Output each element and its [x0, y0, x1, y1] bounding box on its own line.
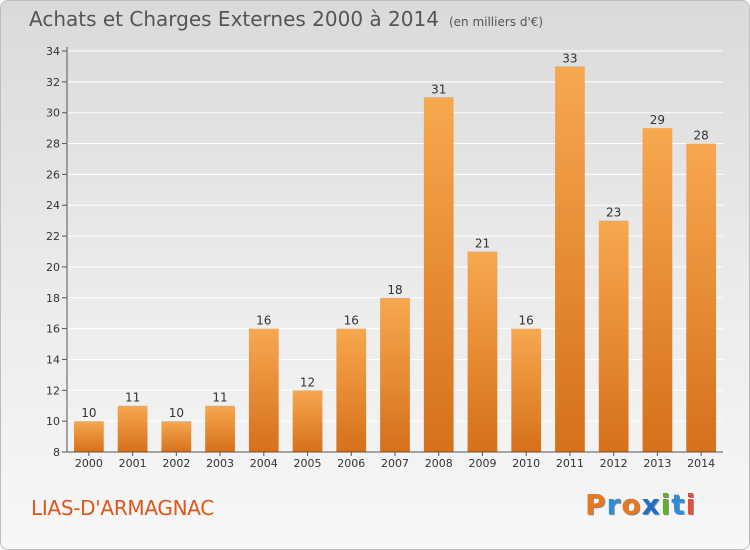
- x-tick-label: 2003: [206, 457, 234, 470]
- data-label: 21: [475, 237, 490, 251]
- data-label: 33: [562, 51, 577, 65]
- logo-letter: x: [641, 488, 661, 521]
- bar-2010: [511, 328, 542, 452]
- y-tick-label: 28: [46, 138, 60, 151]
- data-label: 23: [606, 206, 621, 220]
- x-tick-label: 2012: [600, 457, 628, 470]
- bar-2003: [205, 405, 235, 452]
- data-label: 28: [693, 129, 708, 143]
- y-tick-label: 18: [46, 292, 60, 305]
- y-tick-label: 8: [53, 446, 60, 459]
- title-unit: (en milliers d'€): [448, 15, 544, 29]
- city-name: LIAS-D'ARMAGNAC: [31, 496, 214, 520]
- x-tick-label: 2011: [556, 457, 584, 470]
- bar-2014: [686, 143, 717, 453]
- y-tick-label: 22: [46, 230, 60, 243]
- y-tick-label: 32: [46, 76, 60, 89]
- logo-letter: i: [660, 488, 672, 521]
- y-tick-label: 10: [46, 415, 60, 428]
- x-tick-label: 2007: [381, 457, 409, 470]
- bar-2006: [336, 328, 367, 452]
- y-tick-label: 26: [46, 168, 60, 181]
- data-label: 10: [169, 406, 184, 420]
- bar-2002: [161, 421, 192, 452]
- bar-2013: [642, 128, 673, 452]
- title-text: Achats et Charges Externes 2000 à 2014: [29, 7, 439, 31]
- x-tick-label: 2009: [468, 457, 496, 470]
- y-tick-label: 34: [46, 45, 60, 58]
- y-tick-label: 14: [46, 353, 60, 366]
- x-tick-label: 2001: [119, 457, 147, 470]
- bar-2007: [380, 297, 410, 452]
- data-label: 29: [650, 113, 665, 127]
- data-label: 16: [519, 314, 534, 328]
- data-label: 18: [387, 283, 402, 297]
- logo-letter: P: [585, 488, 607, 521]
- bar-2012: [598, 220, 629, 452]
- bar-2005: [292, 390, 323, 452]
- data-label: 16: [344, 314, 359, 328]
- data-label: 31: [431, 82, 446, 96]
- data-labels: 10 11 10 11 16 12 16 18 31 21 16 33 23 29 28: [81, 51, 709, 420]
- bar-2000: [73, 421, 104, 452]
- bar-2008: [423, 97, 454, 453]
- x-tick-label: 2010: [512, 457, 540, 470]
- y-tick-label: 12: [46, 384, 60, 397]
- x-tick-label: 2008: [425, 457, 453, 470]
- bar-2004: [248, 328, 279, 452]
- x-tick-label: 2000: [75, 457, 103, 470]
- x-tick-label: 2005: [294, 457, 322, 470]
- data-label: 11: [212, 391, 227, 405]
- x-tick-label: 2014: [687, 457, 715, 470]
- data-label: 10: [81, 406, 96, 420]
- logo-letter: t: [671, 488, 686, 521]
- y-tick-label: 16: [46, 323, 60, 336]
- chart-title: Achats et Charges Externes 2000 à 2014 (e…: [29, 7, 543, 31]
- logo-letter: o: [621, 488, 642, 521]
- x-tick-label: 2013: [643, 457, 671, 470]
- logo-letter: i: [685, 488, 697, 521]
- data-label: 12: [300, 375, 315, 389]
- y-tick-label: 24: [46, 199, 60, 212]
- bars: [73, 66, 717, 453]
- proxiti-logo[interactable]: Proxiti: [585, 488, 696, 521]
- data-label: 16: [256, 314, 271, 328]
- x-tick-label: 2002: [162, 457, 190, 470]
- logo-letter: r: [606, 488, 622, 521]
- axes: 8 10 12 14 16 18 20 22 24 26 28 30 32 34 2000 2001 2002 2…: [46, 45, 723, 470]
- y-tick-label: 20: [46, 261, 60, 274]
- bar-2011: [555, 66, 585, 452]
- x-tick-label: 2004: [250, 457, 278, 470]
- x-tick-label: 2006: [337, 457, 365, 470]
- data-label: 11: [125, 391, 140, 405]
- bar-2009: [467, 251, 498, 452]
- bar-2001: [117, 405, 148, 452]
- y-tick-label: 30: [46, 107, 60, 120]
